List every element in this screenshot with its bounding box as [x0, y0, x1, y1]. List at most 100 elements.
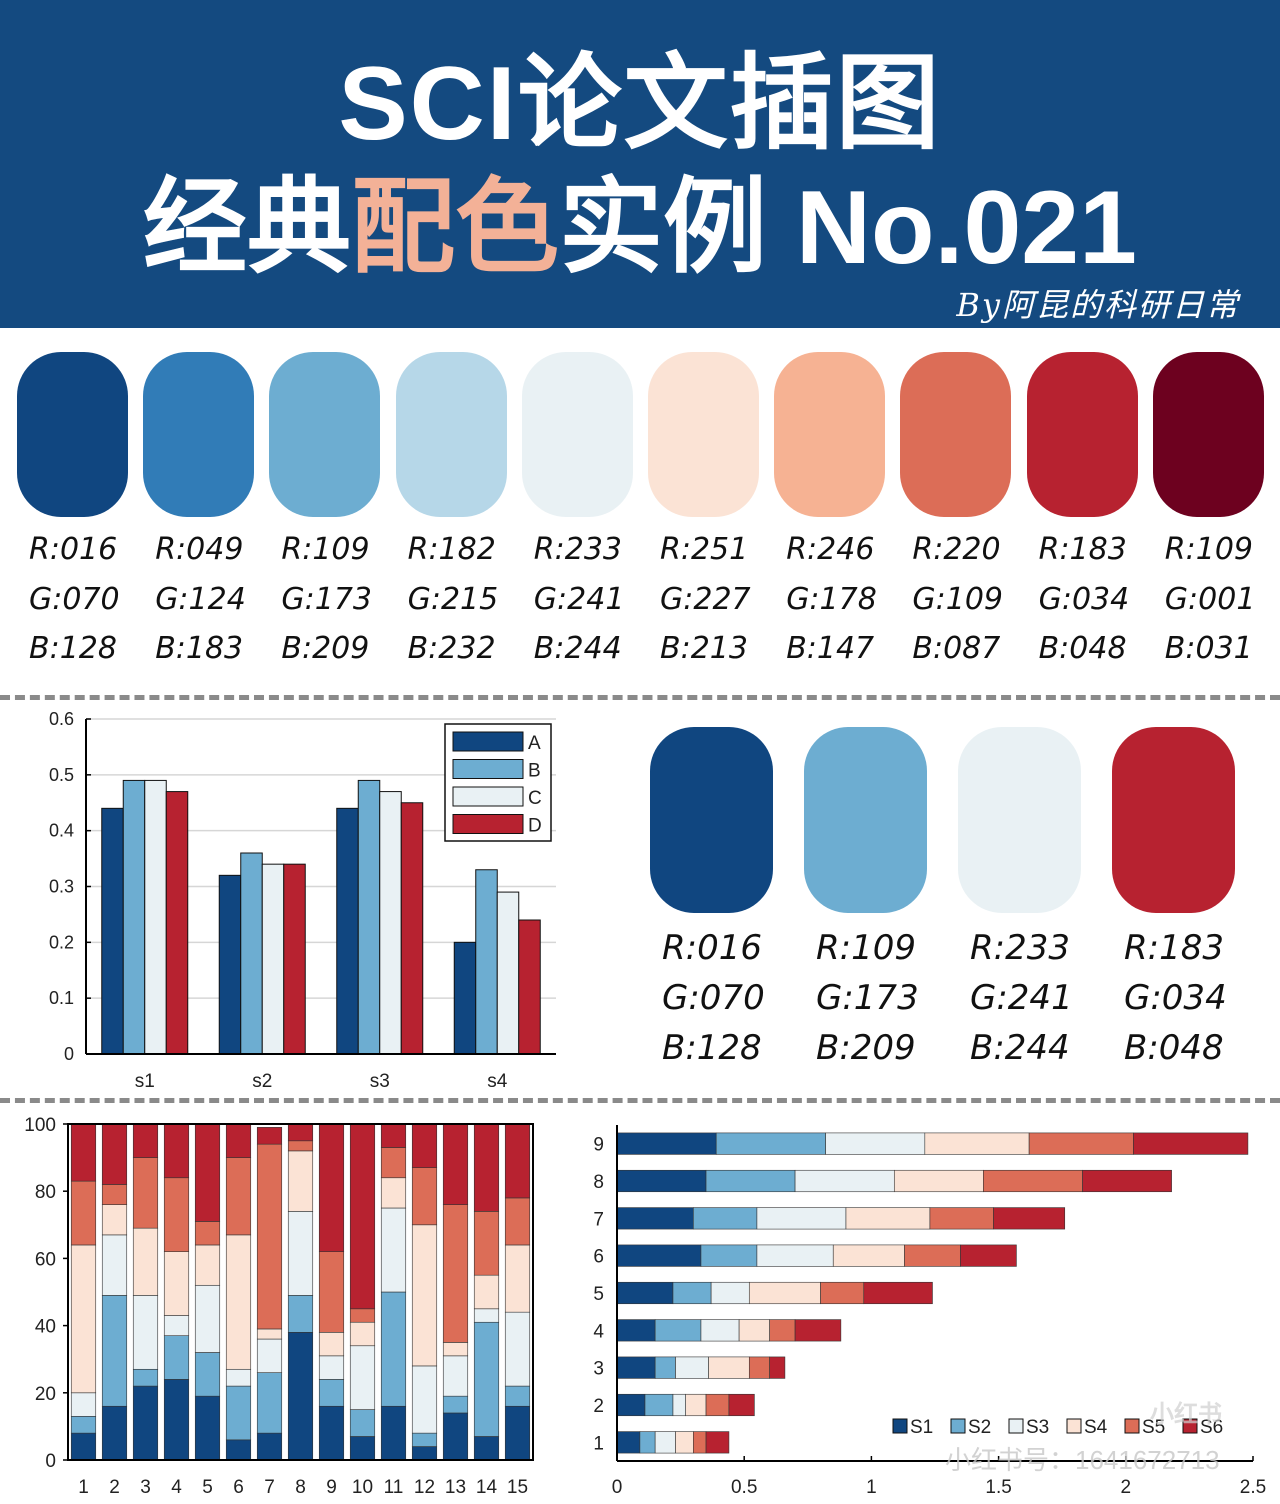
y-tick-label: 5	[593, 1284, 604, 1305]
stack-segment	[380, 1405, 407, 1461]
rgb-green-value: G:001	[1164, 582, 1256, 617]
legend-swatch	[1182, 1418, 1198, 1434]
legend-label: S4	[1084, 1417, 1108, 1438]
rgb-red-value: R:220	[912, 532, 1001, 567]
x-tick-label: s4	[487, 1071, 508, 1092]
stack-segment	[728, 1393, 755, 1417]
rgb-blue-value: B:048	[1124, 1028, 1224, 1068]
y-tick-label: 0.3	[49, 877, 74, 897]
rgb-blue-value: B:244	[533, 631, 622, 666]
stack-segment	[473, 1274, 500, 1310]
legend-swatch	[452, 759, 524, 779]
legend-swatch	[452, 731, 524, 752]
x-tick-label: 1	[78, 1477, 89, 1498]
color-swatch	[521, 352, 633, 517]
stack-segment	[194, 1244, 221, 1286]
rgb-green-value: G:034	[1038, 582, 1130, 617]
stack-segment	[380, 1147, 407, 1179]
y-tick-label: 0.2	[49, 932, 74, 952]
stack-segment	[380, 1177, 407, 1209]
stack-segment	[163, 1177, 190, 1252]
y-tick-label: 40	[35, 1317, 56, 1338]
stack-segment	[654, 1319, 702, 1342]
rgb-red-value: R:233	[533, 532, 623, 567]
rgb-red-value: R:049	[155, 532, 244, 567]
legend-swatch	[452, 814, 524, 834]
stack-segment	[845, 1207, 931, 1230]
stack-segment	[825, 1132, 926, 1155]
stack-segment	[756, 1244, 834, 1267]
stack-segment	[700, 1319, 740, 1342]
x-tick-label: 6	[233, 1477, 244, 1498]
stack-segment	[194, 1395, 221, 1461]
stack-segment	[616, 1356, 656, 1379]
stack-segment	[256, 1143, 283, 1330]
rgb-blue-value: B:128	[29, 631, 117, 666]
stack-segment	[654, 1431, 676, 1454]
stack-segment	[256, 1127, 283, 1145]
stack-segment	[685, 1393, 707, 1417]
bar	[283, 863, 306, 1055]
stack-segment	[504, 1197, 531, 1246]
y-tick-label: 4	[593, 1321, 604, 1342]
stack-segment	[132, 1295, 159, 1370]
stack-segment	[101, 1123, 128, 1185]
stack-segment	[504, 1385, 531, 1407]
stack-segment	[675, 1356, 709, 1379]
stack-segment	[769, 1356, 786, 1379]
stack-segment	[924, 1132, 1030, 1155]
stack-segment	[132, 1123, 159, 1158]
bar	[475, 869, 498, 1055]
stack-segment	[1082, 1169, 1172, 1193]
stack-segment	[756, 1207, 847, 1230]
y-tick-label: 20	[35, 1384, 56, 1405]
bar	[165, 791, 189, 1055]
stack-segment	[832, 1244, 905, 1267]
bar	[357, 779, 381, 1055]
color-swatch	[143, 352, 255, 517]
legend-label: S1	[910, 1417, 933, 1438]
rgb-red-value: R:251	[660, 532, 749, 567]
legend-label: S6	[1200, 1417, 1223, 1438]
stack-segment	[442, 1395, 469, 1414]
stack-segment	[616, 1431, 641, 1454]
rgb-blue-value: B:213	[660, 631, 748, 666]
y-tick-label: 0.5	[49, 765, 74, 785]
stack-segment	[700, 1244, 758, 1267]
x-tick-label: s2	[252, 1071, 272, 1092]
stack-segment	[411, 1365, 438, 1434]
stack-segment	[473, 1308, 500, 1323]
rgb-green-value: G:241	[970, 978, 1073, 1018]
color-swatch	[1152, 352, 1264, 517]
color-swatch	[1112, 727, 1235, 913]
stack-segment	[132, 1157, 159, 1229]
x-tick-label: 11	[384, 1477, 404, 1498]
stack-segment	[349, 1345, 376, 1410]
rgb-red-value: R:183	[1038, 532, 1127, 567]
x-tick-label: 9	[326, 1477, 337, 1498]
x-tick-label: 7	[264, 1477, 275, 1498]
y-tick-label: 9	[593, 1135, 604, 1156]
bar	[453, 941, 477, 1055]
stack-segment	[473, 1123, 500, 1212]
stack-segment	[411, 1224, 438, 1367]
stack-segment	[473, 1436, 500, 1461]
x-tick-label: 8	[295, 1477, 306, 1498]
stack-segment	[318, 1405, 345, 1461]
stack-segment	[349, 1123, 376, 1310]
stack-segment	[708, 1356, 750, 1379]
divider-1	[0, 695, 1280, 700]
stack-segment	[349, 1409, 376, 1437]
stack-segment	[442, 1123, 469, 1205]
x-tick-label: 0	[612, 1477, 623, 1498]
stack-segment	[380, 1123, 407, 1148]
rgb-blue-value: B:128	[662, 1028, 762, 1068]
stack-segment	[1133, 1132, 1249, 1155]
x-tick-label: 0.5	[731, 1477, 757, 1498]
stack-segment	[672, 1393, 686, 1417]
stack-segment	[70, 1180, 97, 1246]
color-swatch	[395, 352, 507, 517]
rgb-red-value: R:109	[1164, 532, 1254, 567]
stack-segment	[225, 1157, 252, 1236]
